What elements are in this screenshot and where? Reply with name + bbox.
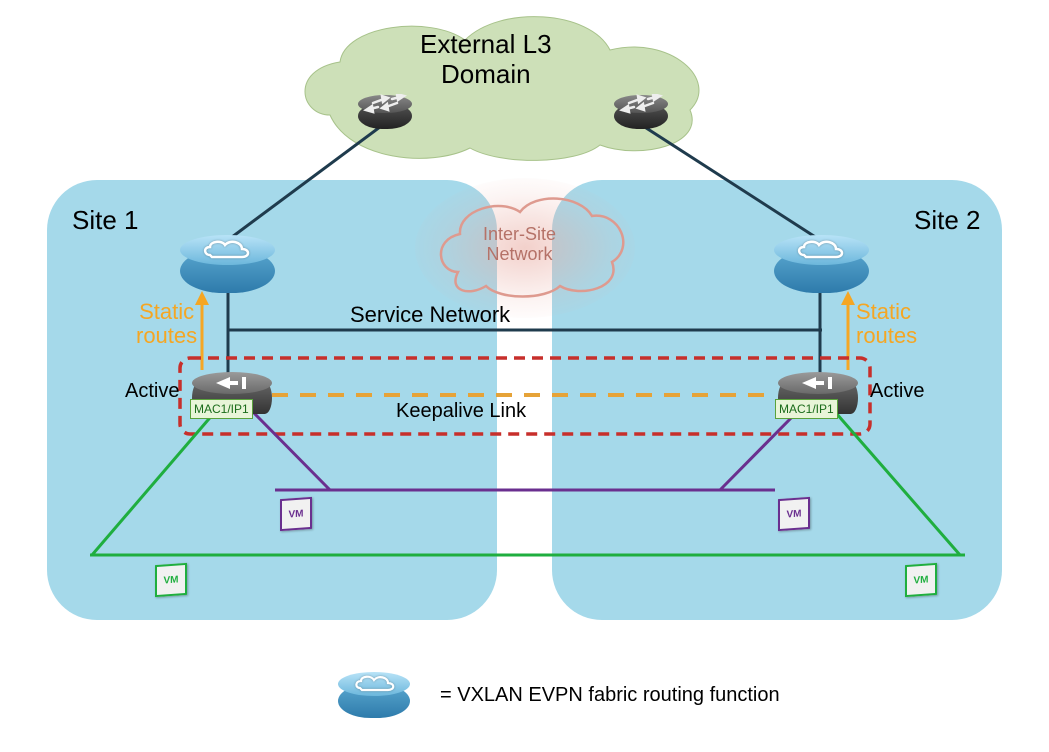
vm-purple-2: VM: [778, 497, 810, 531]
static-word-r: Static: [856, 299, 911, 324]
ext-domain-label: External L3 Domain: [420, 30, 552, 90]
routes-word: routes: [136, 323, 197, 348]
keepalive-label: Keepalive Link: [396, 400, 526, 423]
cloud-icon: [180, 235, 275, 265]
inter-site-line1: Inter-Site: [483, 224, 556, 244]
ext-router-1: [358, 95, 412, 129]
diagram-lines-2: [0, 0, 1049, 752]
static-word: Static: [139, 299, 194, 324]
site2-router: [774, 235, 869, 293]
legend-text: = VXLAN EVPN fabric routing function: [440, 684, 780, 707]
vm-purple-1: VM: [280, 497, 312, 531]
mac-tag-1: MAC1/IP1: [190, 399, 253, 419]
site2-label: Site 2: [914, 205, 981, 236]
mac-tag-2: MAC1/IP1: [775, 399, 838, 419]
cloud-icon: [338, 672, 410, 696]
legend-router: [338, 672, 410, 718]
active-left: Active: [125, 380, 179, 403]
routes-word-r: routes: [856, 323, 917, 348]
inter-site-line2: Network: [487, 244, 553, 264]
vm-green-1: VM: [155, 563, 187, 597]
ext-router-2: [614, 95, 668, 129]
active-right: Active: [870, 380, 924, 403]
site1-router: [180, 235, 275, 293]
static-routes-right: Static routes: [856, 300, 917, 348]
ext-domain-line2: Domain: [441, 59, 531, 89]
cloud-icon: [774, 235, 869, 265]
vm-green-2: VM: [905, 563, 937, 597]
site1-label: Site 1: [72, 205, 139, 236]
static-routes-left: Static routes: [136, 300, 197, 348]
inter-site-label: Inter-Site Network: [483, 225, 556, 265]
service-network-label: Service Network: [350, 302, 510, 328]
ext-domain-line1: External L3: [420, 29, 552, 59]
